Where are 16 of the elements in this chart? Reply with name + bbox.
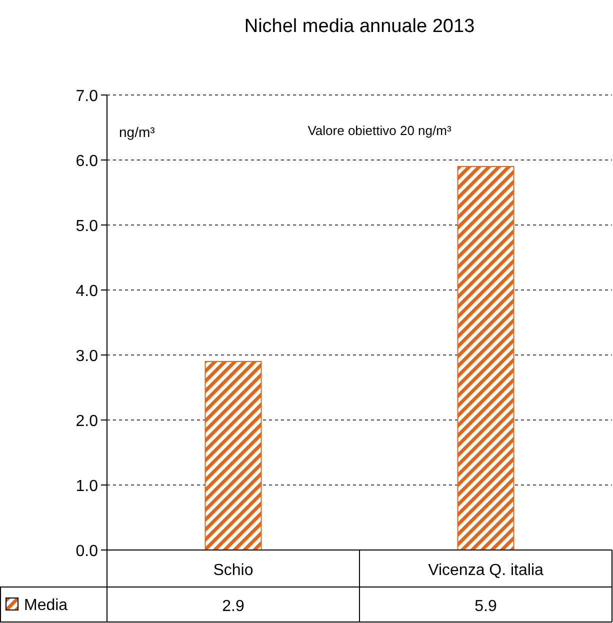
legend-label: Media (24, 597, 68, 614)
y-tick-label: 5.0 (76, 218, 98, 235)
y-tick-label: 3.0 (76, 348, 98, 365)
y-tick-label: 2.0 (76, 413, 98, 430)
y-tick-label: 1.0 (76, 478, 98, 495)
y-tick-label: 6.0 (76, 153, 98, 170)
y-tick-label: 4.0 (76, 283, 98, 300)
chart-title: Nichel media annuale 2013 (244, 16, 475, 37)
data-label: 5.9 (474, 598, 497, 615)
annotation: Valore obiettivo 20 ng/m³ (308, 123, 452, 138)
data-label: 2.9 (222, 598, 244, 615)
x-tick-label: Schio (213, 562, 254, 579)
y-axis-title: ng/m³ (119, 124, 156, 140)
x-tick-label: Vicenza Q. italia (428, 562, 544, 579)
y-tick-label: 7.0 (76, 88, 98, 105)
y-tick-label: 0.0 (76, 543, 98, 560)
